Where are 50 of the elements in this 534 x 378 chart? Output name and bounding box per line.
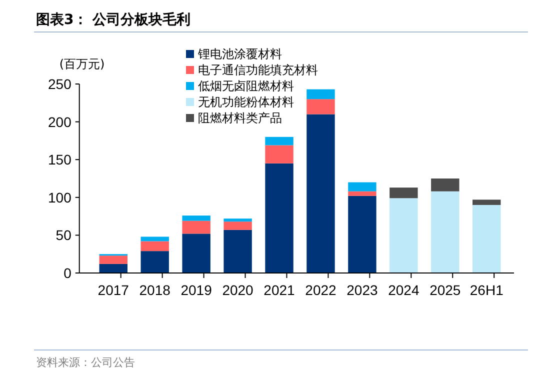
y-tick-label: 250 [48,76,72,92]
bar [224,222,252,230]
bar [224,218,252,222]
x-tick-label: 2022 [305,282,337,298]
bar [348,196,376,273]
x-tick-label: 26H1 [470,282,504,298]
bar [306,89,335,100]
chart-title: 图表3： 公司分板块毛利 [36,11,191,28]
bar [182,234,210,273]
y-tick-label: 200 [48,114,72,130]
x-tick-label: 2018 [139,282,171,298]
bar [182,216,210,221]
x-tick-label: 2024 [388,282,420,298]
bar [348,182,376,192]
bar [306,99,335,114]
x-tick-label: 2019 [180,282,212,298]
bar [140,251,169,273]
bar [140,236,169,242]
bar [182,220,210,234]
y-tick-label: 100 [48,189,72,206]
legend-label: 无机功能粉体材料 [198,95,294,109]
legend-label: 低烟无卤阻燃材料 [198,79,294,93]
bar [348,191,376,196]
bar [390,198,418,273]
y-tick-label: 50 [56,227,72,244]
x-tick-label: 2023 [346,282,378,298]
x-tick-label: 2025 [430,282,461,298]
y-tick-label: 150 [48,152,72,168]
bar [431,178,460,192]
bar [306,114,335,273]
bar [390,188,418,198]
bar [265,136,294,146]
bar [99,264,128,273]
legend-label: 电子通信功能填充材料 [198,63,318,77]
bar [140,241,169,252]
bar [265,145,294,164]
bar [472,200,501,205]
x-tick-label: 2020 [222,282,254,298]
bar [224,230,252,273]
bar [265,163,294,273]
y-tick-label: 0 [64,265,72,281]
x-tick-label: 2021 [264,282,296,298]
bar [431,191,460,273]
x-tick-label: 2017 [98,282,130,298]
y-axis-title: (百万元) [59,57,105,71]
text: 资料来源：公司公告 [36,356,135,369]
bar [472,204,501,273]
legend-label: 阻燃材料类产品 [198,111,282,125]
bar [99,256,128,264]
legend-label: 锂电池涂覆材料 [197,47,282,61]
